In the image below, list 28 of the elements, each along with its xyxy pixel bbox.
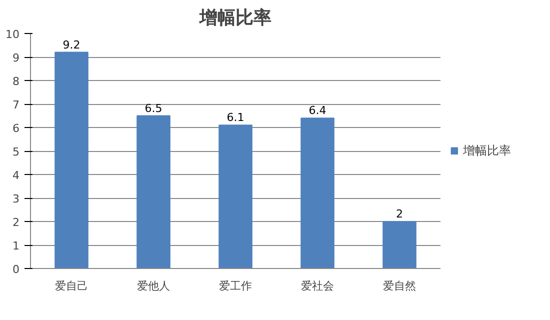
bar [382,221,416,268]
x-tick-label: 爱自然 [383,280,416,292]
legend-label: 增幅比率 [463,142,511,159]
data-label: 6.4 [308,104,326,118]
x-tick-label: 爱工作 [219,280,252,292]
bar [218,124,252,268]
y-tick-label: 3 [12,192,20,206]
data-label: 6.1 [226,111,244,124]
y-tick-label: 9 [12,52,20,64]
y-tick-label: 4 [12,169,20,182]
y-tick-label: 2 [12,216,20,229]
chart-title: 增幅比率 [198,8,272,28]
y-tick-label: 0 [12,263,20,276]
bar [54,52,88,268]
bar [300,118,334,268]
y-tick-label: 5 [12,146,20,158]
y-tick-label: 6 [12,122,20,135]
bar [136,115,170,268]
y-tick-label: 7 [12,98,20,112]
data-label: 6.5 [144,102,162,115]
x-tick-label: 爱自己 [55,280,88,292]
data-label: 2 [396,208,403,220]
y-tick-label: 8 [12,75,20,88]
y-tick-label: 1 [12,240,20,252]
y-tick-label: 10 [6,28,20,41]
x-tick-label: 爱他人 [137,280,170,292]
data-label: 9.2 [62,38,80,52]
x-tick-label: 爱社会 [301,280,334,292]
